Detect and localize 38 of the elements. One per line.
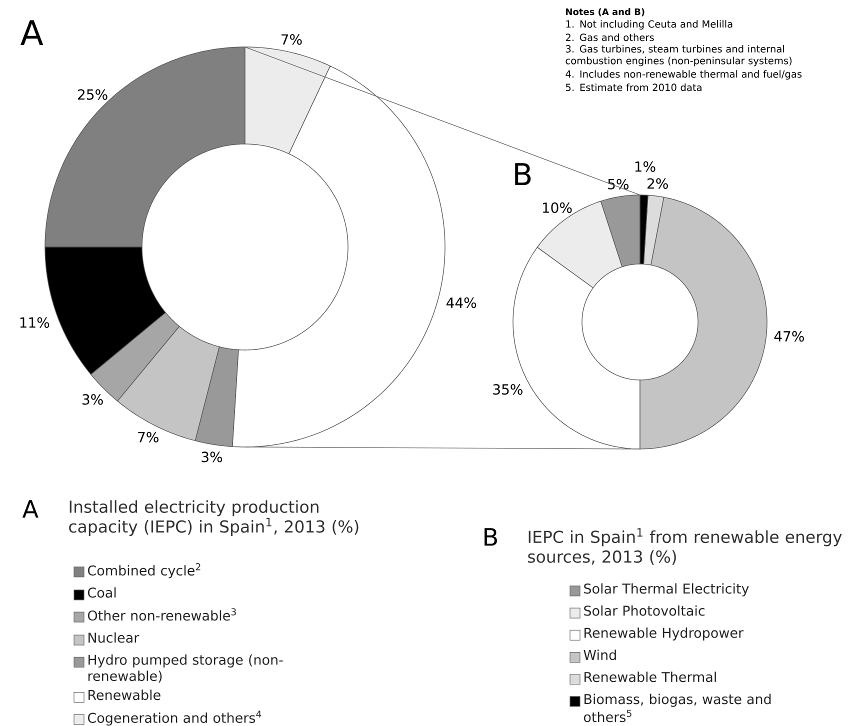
- text: B: [515, 163, 531, 186]
- data-label: 47%: [774, 330, 804, 342]
- legend-label: Renewable Thermal: [584, 672, 716, 682]
- text: B: [484, 528, 497, 546]
- legend-label: Renewable: [88, 690, 160, 700]
- text: Installed electricity production capacity (IEPC) in Spain$^{1}$, 2013 (%): [69, 500, 358, 536]
- data-label: 7%: [138, 432, 158, 442]
- data-label: 25%: [78, 89, 108, 100]
- text: A: [20, 20, 44, 45]
- text: 5. Estimate from 2010 data: [566, 84, 702, 92]
- data-label: 44%: [446, 297, 476, 308]
- legend-label: Solar Photovoltaic: [584, 605, 705, 616]
- legend-label: Cogeneration and others$^{4}$: [88, 710, 262, 726]
- legend-label: Wind: [584, 650, 616, 660]
- legend-label: Hydro pumped storage (non-renewable): [88, 654, 283, 683]
- text: IEPC in Spain$^{1}$ from renewable energy sources, 2013 (%): [528, 528, 842, 565]
- legend-label: Combined cycle$^{2}$: [88, 563, 200, 578]
- data-label: 5%: [608, 178, 629, 190]
- legend-label: Solar Thermal Electricity: [584, 583, 749, 596]
- legend-label: Biomass, biogas, waste and others$^{5}$: [584, 694, 771, 722]
- text: A: [22, 500, 38, 518]
- text: 3. Gas turbines, steam turbines and internal combustion engines (non-peninsular systems): [566, 44, 792, 66]
- data-label: 3%: [202, 452, 222, 462]
- legend-label: Coal: [88, 587, 116, 598]
- data-label: 11%: [20, 317, 50, 328]
- text: 4. Includes non-renewable thermal and fuel/gas: [566, 70, 802, 80]
- data-label: 35%: [493, 384, 522, 395]
- legend-label: Renewable Hydropower: [584, 627, 744, 641]
- text: 1. Not including Ceuta and Melilla: [566, 20, 732, 30]
- data-label: 1%: [635, 161, 656, 172]
- data-label: 2%: [648, 178, 668, 189]
- text: 2. Gas and others: [566, 34, 654, 42]
- text: Notes (A and B): [566, 8, 644, 16]
- data-label: 7%: [282, 34, 302, 45]
- data-label: 3%: [82, 394, 103, 405]
- legend-label: Nuclear: [88, 632, 140, 643]
- legend-label: Other non-renewable$^{3}$: [88, 608, 236, 621]
- data-label: 10%: [542, 202, 572, 213]
